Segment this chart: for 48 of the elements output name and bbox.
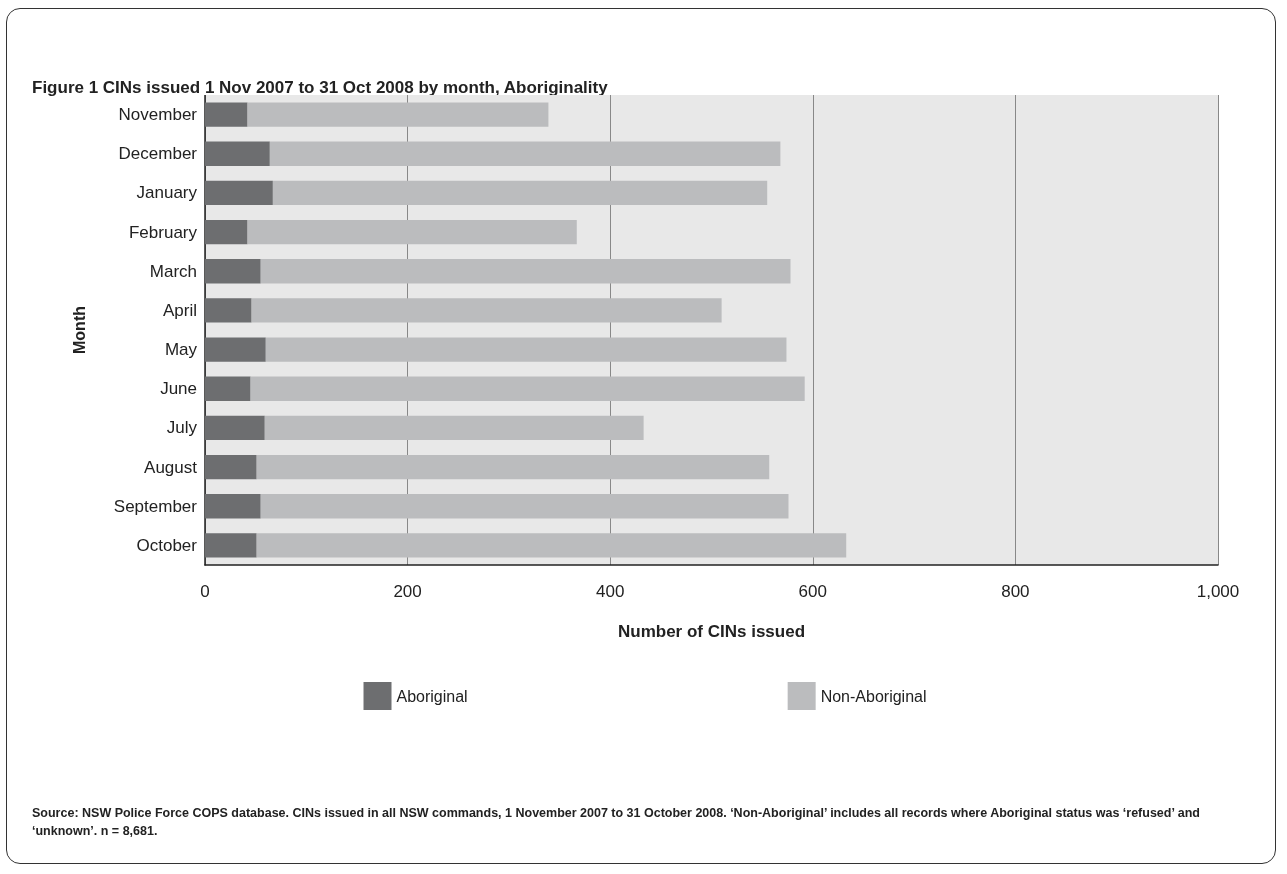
bar (205, 102, 248, 127)
y-tick-label: August (144, 457, 198, 477)
bar (205, 259, 261, 284)
bar (256, 454, 770, 480)
bar (247, 102, 549, 127)
x-tick-label: 400 (596, 582, 625, 601)
bar (205, 337, 266, 362)
bar (205, 219, 248, 245)
x-tick-label: 600 (798, 582, 827, 601)
y-tick-label: November (118, 105, 198, 125)
y-tick-label: June (160, 379, 197, 399)
y-tick-label: March (149, 261, 197, 281)
y-tick-label: January (136, 183, 198, 203)
bar (205, 454, 257, 480)
bar (205, 494, 261, 519)
source-note: Source: NSW Police Force COPS database. CINs issued in all NSW commands, 1 November 2007 to 31 October 2008. ‘Non-Aboriginal’ includes all records where Aboriginal status was ‘refused’ and ‘unknown’. n = 8,681. (32, 805, 1201, 841)
bar (205, 415, 265, 441)
bar (260, 494, 789, 519)
bar (256, 533, 847, 558)
bar (250, 376, 805, 401)
bar (264, 415, 644, 441)
bar (247, 219, 577, 245)
x-tick-label: 1,000 (1196, 582, 1240, 601)
bar (265, 337, 787, 362)
y-tick-label: December (118, 144, 198, 164)
bar (205, 141, 270, 166)
y-tick-label: April (162, 300, 197, 320)
y-tick-label: May (164, 340, 198, 360)
bar (260, 259, 791, 284)
y-tick-label: February (128, 222, 198, 242)
bar (251, 298, 722, 323)
x-tick-label: 800 (1001, 582, 1030, 601)
y-tick-label: July (166, 418, 198, 438)
legend-label: Aboriginal (396, 687, 468, 705)
y-tick-label: September (113, 496, 198, 516)
bar (205, 298, 252, 323)
bar (205, 533, 257, 558)
x-axis-title: Number of CINs issued (617, 622, 806, 641)
bar (272, 180, 768, 206)
x-tick-label: 0 (200, 582, 210, 601)
bar (205, 180, 273, 206)
y-axis-title: Month (70, 306, 88, 354)
legend-label: Non-Aboriginal (820, 687, 927, 705)
bar (205, 376, 251, 401)
chart-title: Figure 1 CINs issued 1 Nov 2007 to 31 Oct 2008 by month, Aboriginality (32, 78, 608, 98)
x-tick-label: 200 (393, 582, 422, 601)
bar (269, 141, 781, 166)
y-tick-label: October (136, 535, 198, 555)
